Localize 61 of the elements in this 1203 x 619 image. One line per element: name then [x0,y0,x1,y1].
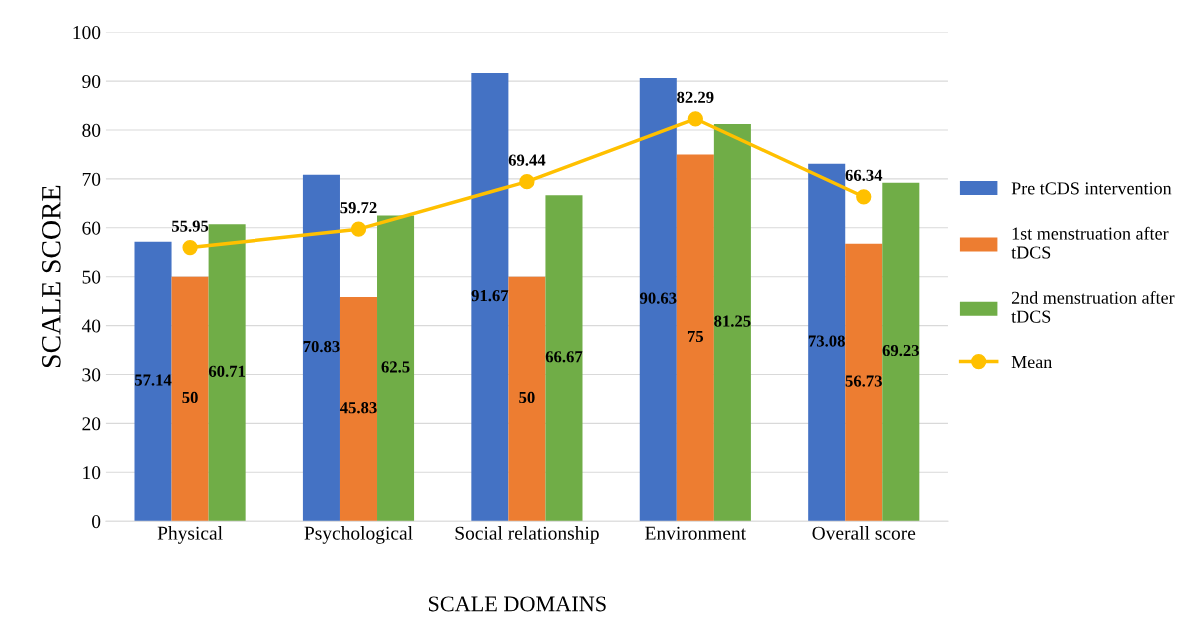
y-tick-label: 40 [81,319,101,333]
legend-label: 1st menstruation after tDCS [1011,226,1169,259]
point [350,221,367,237]
y-tick-label: 50 [82,270,101,284]
data-label: 66.67 [545,351,583,363]
data-label: 56.73 [845,375,882,387]
data-label: 62.5 [381,361,410,373]
data-label: 66.34 [845,169,883,181]
data-label: 81.25 [714,315,751,327]
bar [339,297,378,522]
y-tick-label: 100 [73,26,101,40]
legend-label: Mean [1011,356,1052,369]
bar [171,276,209,522]
point [856,189,872,205]
point [687,111,703,127]
data-label: 70.83 [303,340,340,353]
bar [377,215,415,522]
bar [808,163,846,522]
data-label: 59.72 [340,202,377,214]
bar [545,195,583,522]
data-label: 50 [519,391,535,404]
y-tick-label: 0 [92,515,101,529]
y-tick-label: 30 [82,368,101,382]
point [182,239,198,256]
y-axis-title: SCALE SCORE [41,185,61,368]
x-tick-label: Environment [645,526,746,540]
legend-label: Pre tCDS intervention [1011,182,1172,195]
bar [508,276,546,522]
data-label: 69.44 [508,154,546,166]
data-label: 69.23 [882,344,919,357]
data-label: 91.67 [471,290,509,302]
y-tick-label: 90 [82,74,101,89]
data-label: 50 [182,391,198,404]
data-label: 75 [687,330,704,342]
x-tick-label: Overall score [812,526,916,540]
x-tick-label: Social relationship [455,526,599,544]
x-axis-title: SCALE DOMAINS [428,596,606,612]
point [519,173,535,190]
y-tick-label: 80 [82,123,101,137]
x-tick-label: Psychological [304,526,413,544]
bar [471,72,509,522]
legend-label: 2nd menstruation after tDCS [1011,290,1175,323]
y-tick-label: 20 [82,417,101,431]
data-label: 73.08 [808,335,845,347]
y-tick-label: 10 [83,466,101,480]
x-tick-label: Physical [157,526,223,544]
bar [639,78,677,522]
bar [676,154,714,522]
y-tick-label: 60 [82,221,101,235]
data-label: 60.71 [208,365,246,377]
bar [134,241,172,522]
bar [882,182,920,522]
bar [845,243,883,522]
bar [713,123,751,522]
bar [302,174,340,522]
data-label: 55.95 [171,220,209,232]
bar [208,224,246,522]
y-tick-label: 70 [82,172,101,186]
data-label: 45.83 [339,402,377,414]
data-label: 90.63 [639,292,677,304]
data-label: 82.29 [677,91,714,103]
